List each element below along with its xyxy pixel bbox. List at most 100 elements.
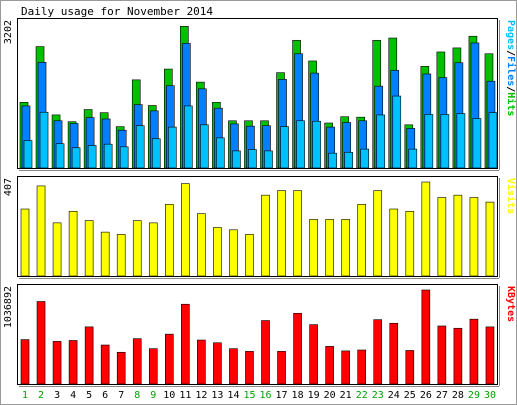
bar-visits-day-23 [373,190,383,277]
bar-pages-day-5 [87,145,97,169]
legend-part-visits-0: Visits [505,178,517,214]
bar-visits-day-22 [357,204,367,277]
panel-frame-visits [17,176,498,277]
bar-kbytes-day-15 [245,351,254,385]
bar-kbytes-day-23 [373,319,383,385]
x-tick-label-day-14: 14 [227,390,239,401]
bar-kbytes-day-17 [277,351,286,385]
bar-visits-day-7 [116,234,126,277]
bar-pages-day-8 [135,125,145,169]
bar-kbytes-day-27 [437,325,447,385]
bar-visits-day-29 [469,197,479,277]
bar-visits-day-2 [36,185,46,277]
x-tick-label-day-11: 11 [179,390,191,401]
bar-visits-day-1 [20,208,30,277]
bar-visits-day-10 [165,204,174,277]
bar-visits-day-16 [261,194,270,277]
legend-part-hits-files-pages-3: / [505,86,516,92]
bar-visits-day-26 [421,181,431,277]
bar-pages-day-22 [360,148,370,169]
legend-part-hits-files-pages-2: Files [505,56,517,86]
bar-visits-day-3 [52,222,62,277]
bar-kbytes-day-13 [213,342,222,385]
x-tick-label-day-3: 3 [54,390,60,401]
bar-kbytes-day-16 [261,320,270,385]
x-tick-label-day-1: 1 [22,390,28,401]
x-tick-label-day-23: 23 [372,390,384,401]
bar-kbytes-day-28 [453,327,463,385]
bar-kbytes-day-10 [165,333,174,385]
x-tick-label-day-30: 30 [484,390,496,401]
bar-pages-day-29 [472,118,482,169]
bar-kbytes-day-22 [357,349,367,385]
bar-kbytes-day-19 [309,324,318,385]
bar-visits-day-14 [229,229,238,277]
x-tick-label-day-13: 13 [211,390,223,401]
bar-pages-day-20 [328,152,337,169]
bar-kbytes-day-4 [68,340,78,385]
chart-title: Daily usage for November 2014 [21,5,213,18]
bar-visits-day-13 [213,227,222,277]
y-axis-max-label-visits: 407 [3,178,14,196]
bar-visits-day-20 [325,219,334,277]
bar-pages-day-1 [23,140,33,169]
x-tick-label-day-7: 7 [118,390,124,401]
x-tick-label-day-9: 9 [150,390,156,401]
bar-pages-day-4 [71,147,81,169]
bar-kbytes-day-5 [84,326,94,385]
x-tick-label-day-4: 4 [70,390,76,401]
bar-pages-day-14 [232,150,241,169]
bar-pages-day-17 [280,126,289,169]
bar-visits-day-6 [100,231,110,277]
bar-pages-day-27 [440,114,450,169]
x-tick-label-day-24: 24 [388,390,400,401]
panel-frame-kbytes [17,284,498,385]
x-tick-label-day-5: 5 [86,390,92,401]
bar-kbytes-day-11 [181,303,190,385]
bar-pages-day-21 [344,151,353,169]
bar-visits-day-5 [84,220,94,277]
bar-visits-day-21 [341,219,350,277]
x-tick-label-day-28: 28 [452,390,464,401]
bar-kbytes-day-9 [148,348,158,385]
y-axis-max-label-hits-files-pages: 3202 [3,20,14,44]
panel-frame-hits-files-pages [17,18,498,169]
bar-pages-day-28 [456,113,466,169]
bar-visits-day-27 [437,197,447,277]
y-axis-max-label-kbytes: 1036892 [3,286,14,328]
bar-visits-day-15 [245,234,254,277]
legend-hits-files-pages: Pages/Files/Hits [505,20,517,116]
bar-pages-day-24 [392,95,402,169]
bar-kbytes-day-26 [421,289,431,385]
x-tick-label-day-18: 18 [292,390,304,401]
bar-kbytes-day-6 [100,344,110,385]
bar-pages-day-19 [312,120,321,169]
bar-visits-day-11 [181,183,190,277]
x-tick-label-day-26: 26 [420,390,432,401]
x-tick-label-day-16: 16 [259,390,271,401]
legend-part-hits-files-pages-4: Hits [505,92,517,116]
x-tick-label-day-17: 17 [276,390,288,401]
x-tick-label-day-15: 15 [243,390,255,401]
x-tick-label-day-12: 12 [195,390,207,401]
bar-visits-day-28 [453,194,463,277]
bar-visits-day-9 [148,222,158,277]
bar-visits-day-30 [485,201,495,277]
bar-kbytes-day-2 [36,301,46,385]
bar-visits-day-4 [68,211,78,277]
x-tick-label-day-27: 27 [436,390,448,401]
bar-pages-day-15 [248,149,257,169]
bar-pages-day-23 [376,114,386,169]
x-tick-label-day-29: 29 [468,390,480,401]
bar-kbytes-day-29 [469,318,479,385]
bar-kbytes-day-14 [229,348,238,385]
bar-pages-day-13 [216,137,225,169]
x-tick-label-day-21: 21 [340,390,352,401]
x-tick-label-day-10: 10 [163,390,175,401]
bar-pages-day-6 [103,143,113,169]
legend-visits: Visits [505,178,517,214]
x-tick-label-day-20: 20 [324,390,336,401]
bar-pages-day-9 [151,138,161,169]
